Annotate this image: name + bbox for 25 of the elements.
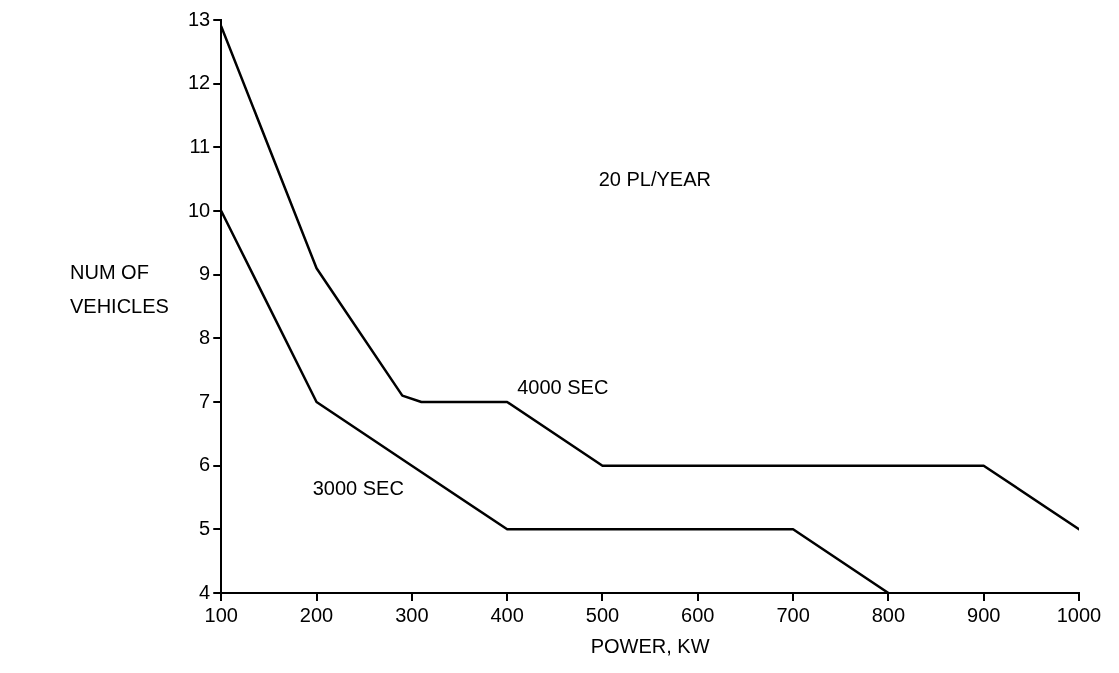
y-tick-label: 7 [199,389,211,412]
y-tick-label: 9 [199,262,211,285]
y-tick-label: 6 [199,453,211,476]
y-axis-title: NUM OF VEHICLES [70,260,169,319]
y-tick-label: 5 [199,516,211,539]
x-tick-label: 300 [395,603,429,626]
y-tick-label: 10 [188,198,211,221]
x-tick-label: 600 [681,603,715,626]
x-tick-label: 500 [585,603,620,626]
x-tick-label: 700 [776,603,810,626]
x-tick-label: 1000 [1056,603,1102,626]
x-tick-label: 800 [871,603,906,626]
series-label: 3000 SEC [312,477,404,500]
y-tick-label: 13 [188,7,211,30]
y-tick-label: 8 [199,325,211,348]
series-label: 4000 SEC [517,375,609,398]
x-tick-label: 400 [490,603,524,626]
x-tick-label: 900 [967,603,1001,626]
x-axis-title: POWER, KW [590,634,710,657]
x-tick-label: 100 [204,603,238,626]
y-tick-label: 4 [199,580,211,603]
y-tick-label: 12 [188,71,211,94]
x-tick-label: 200 [299,603,334,626]
y-tick-label: 11 [189,134,211,157]
annotation: 20 PL/YEAR [598,167,711,190]
